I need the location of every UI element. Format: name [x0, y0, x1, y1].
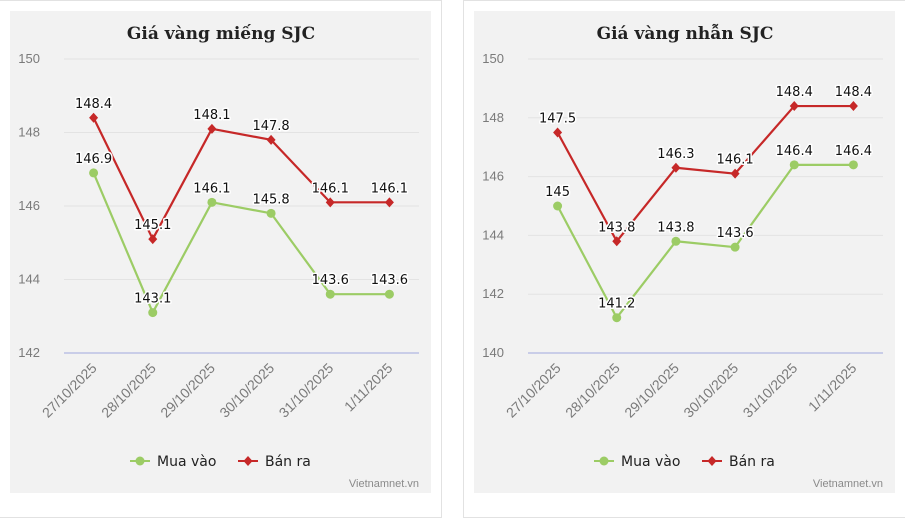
x-tick-label: 27/10/2025: [503, 360, 564, 421]
data-label: 145.1: [134, 218, 171, 233]
x-tick-label: 1/11/2025: [341, 360, 396, 415]
data-point-mua-vao: [730, 242, 740, 252]
legend-marker-ban-ra: [243, 456, 253, 466]
data-point-mua-vao: [207, 197, 217, 207]
data-label: 143.8: [657, 220, 694, 235]
x-tick-label: 28/10/2025: [562, 360, 623, 421]
data-label: 146.1: [371, 181, 408, 196]
data-label: 146.1: [193, 181, 230, 196]
x-tick-label: 28/10/2025: [98, 360, 159, 421]
y-tick-label: 146: [482, 169, 504, 184]
legend-marker-ban-ra: [707, 456, 717, 466]
data-label: 147.5: [539, 112, 576, 127]
gold-bar-price-chart: Giá vàng miếng SJC 142 144 146 148 150 27/10/2…: [18, 24, 419, 490]
data-label: 143.6: [371, 273, 408, 288]
chart-title: Giá vàng nhẫn SJC: [597, 24, 774, 44]
data-point-ban-ra: [384, 197, 394, 208]
series-line-ban-ra: [556, 104, 854, 243]
data-point-ban-ra: [266, 134, 276, 145]
data-point-ban-ra: [848, 101, 858, 112]
gold-ring-price-chart: Giá vàng nhẫn SJC 140 142 144 146 148 150 27/10…: [482, 24, 883, 490]
data-point-mua-vao: [266, 208, 276, 218]
legend-label-mua-vao: Mua vào: [621, 454, 680, 470]
data-point-mua-vao: [384, 289, 394, 299]
series-line-mua-vao: [92, 172, 390, 314]
x-tick-label: 29/10/2025: [621, 360, 682, 421]
legend-marker-mua-vao: [599, 456, 609, 466]
y-tick-label: 140: [482, 345, 504, 360]
data-point-mua-vao: [789, 160, 799, 170]
data-point-mua-vao: [848, 160, 858, 170]
y-tick-label: 150: [482, 51, 504, 66]
y-tick-label: 142: [18, 345, 40, 360]
source-credit: Vietnamnet.vn: [349, 478, 419, 490]
data-point-ban-ra: [789, 101, 799, 112]
y-tick-label: 144: [18, 272, 40, 287]
data-point-ban-ra: [671, 162, 681, 173]
data-label: 146.3: [657, 147, 694, 162]
y-tick-label: 148: [18, 125, 40, 140]
chart-panel-mieng: Giá vàng miếng SJC 142 144 146 148 150 27/10/2…: [0, 0, 442, 518]
series-line-ban-ra: [92, 117, 390, 241]
data-point-mua-vao: [148, 308, 158, 318]
x-tick-label: 1/11/2025: [805, 360, 860, 415]
data-label: 141.2: [598, 297, 635, 312]
legend-label-ban-ra: Bán ra: [265, 454, 311, 470]
data-point-ban-ra: [612, 236, 622, 247]
data-label: 146.1: [716, 153, 753, 168]
data-point-ban-ra: [325, 197, 335, 208]
data-point-ban-ra: [207, 123, 217, 134]
data-point-ban-ra: [553, 127, 563, 138]
data-label: 143.6: [312, 273, 349, 288]
data-point-mua-vao: [325, 289, 335, 299]
data-point-mua-vao: [612, 313, 622, 323]
data-point-ban-ra: [148, 234, 158, 245]
data-label: 146.4: [835, 144, 872, 159]
chart-panel-nhan: Giá vàng nhẫn SJC 140 142 144 146 148 150 27/10…: [463, 0, 905, 518]
legend-label-mua-vao: Mua vào: [157, 454, 216, 470]
x-tick-label: 31/10/2025: [740, 360, 801, 421]
data-label: 143.1: [134, 292, 171, 307]
legend-label-ban-ra: Bán ra: [729, 454, 775, 470]
legend-marker-mua-vao: [135, 456, 145, 466]
chart-background: [10, 11, 431, 493]
chart-title: Giá vàng miếng SJC: [127, 24, 315, 44]
data-label: 148.4: [75, 97, 112, 112]
x-tick-label: 30/10/2025: [680, 360, 741, 421]
x-tick-label: 29/10/2025: [157, 360, 218, 421]
chart-background: [474, 11, 895, 493]
x-tick-label: 31/10/2025: [276, 360, 337, 421]
source-credit: Vietnamnet.vn: [813, 478, 883, 490]
data-label: 146.9: [75, 152, 112, 167]
x-tick-label: 27/10/2025: [39, 360, 100, 421]
data-point-mua-vao: [553, 201, 563, 211]
data-label: 148.4: [835, 85, 872, 100]
data-label: 146.4: [776, 144, 813, 159]
data-label: 143.6: [716, 226, 753, 241]
y-tick-label: 142: [482, 286, 504, 301]
data-label: 145: [545, 185, 570, 200]
data-label: 146.1: [312, 181, 349, 196]
data-label: 145.8: [252, 192, 289, 207]
data-label: 148.1: [193, 108, 230, 123]
data-label: 147.8: [252, 119, 289, 134]
y-tick-label: 148: [482, 110, 504, 125]
data-label: 143.8: [598, 220, 635, 235]
data-point-mua-vao: [671, 236, 681, 246]
data-point-ban-ra: [730, 168, 740, 179]
data-point-mua-vao: [89, 168, 99, 178]
data-label: 148.4: [776, 85, 813, 100]
y-tick-label: 144: [482, 227, 504, 242]
series-line-mua-vao: [556, 163, 854, 319]
x-tick-label: 30/10/2025: [216, 360, 277, 421]
y-tick-label: 146: [18, 198, 40, 213]
data-point-ban-ra: [89, 112, 99, 123]
y-tick-label: 150: [18, 51, 40, 66]
